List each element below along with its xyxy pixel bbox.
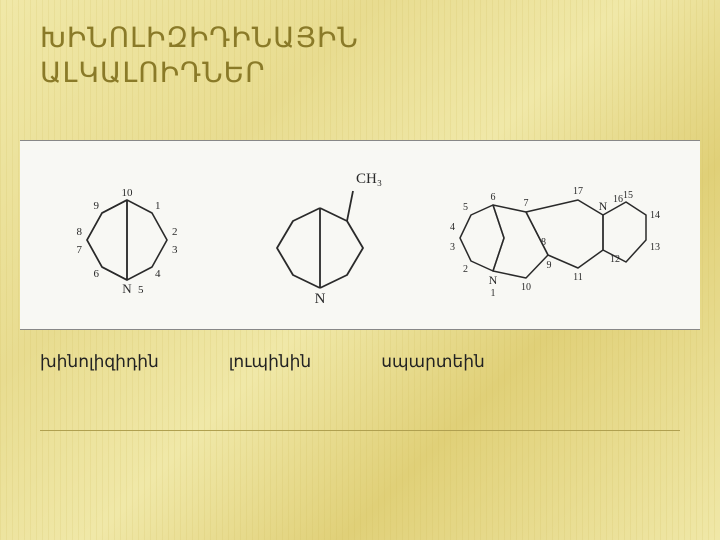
svg-text:1: 1 (155, 200, 161, 212)
compound-labels-row: խինոլիզիդին լուպինին սպարտեին (40, 352, 485, 372)
nitrogen-label: N (122, 281, 132, 296)
svg-text:6: 6 (491, 192, 496, 203)
lupinine-structure: CH₃ N (235, 153, 405, 318)
compound-label-1: խինոլիզիդին (40, 352, 159, 372)
svg-text:10: 10 (521, 282, 531, 293)
svg-text:N: N (489, 273, 498, 287)
svg-text:15: 15 (623, 190, 633, 201)
nitrogen-label: N (315, 291, 326, 307)
title-line-2: ԱԼԿԱԼՈԻԴՆԵՐ (40, 57, 266, 88)
slide-title: ԽԻՆՈԼԻԶԻԴԻՆԱՅԻՆ ԱԼԿԱԼՈԻԴՆԵՐ (40, 20, 359, 90)
svg-text:13: 13 (650, 242, 660, 253)
title-line-1: ԽԻՆՈԼԻԶԻԴԻՆԱՅԻՆ (40, 22, 359, 53)
svg-text:9: 9 (547, 260, 552, 271)
svg-text:10: 10 (121, 187, 133, 199)
svg-text:9: 9 (93, 200, 99, 212)
svg-text:2: 2 (463, 264, 468, 275)
svg-text:7: 7 (76, 244, 82, 256)
svg-text:3: 3 (172, 244, 178, 256)
svg-text:6: 6 (93, 268, 99, 280)
substituent-label: CH₃ (356, 171, 382, 187)
compound-label-2: լուպինին (229, 352, 311, 372)
svg-text:5: 5 (138, 284, 144, 296)
svg-text:2: 2 (172, 226, 178, 238)
sparteine-structure: N N 1 2 3 4 5 6 7 8 9 10 11 12 13 14 15 … (438, 160, 668, 310)
svg-text:N: N (599, 199, 608, 213)
svg-text:1: 1 (491, 288, 496, 299)
svg-text:4: 4 (450, 222, 455, 233)
svg-text:4: 4 (155, 268, 161, 280)
svg-text:12: 12 (610, 254, 620, 265)
svg-text:11: 11 (573, 272, 583, 283)
svg-text:14: 14 (650, 210, 660, 221)
compound-label-3: սպարտեին (381, 352, 485, 372)
structures-panel: N 10 1 2 3 4 5 6 7 8 9 CH₃ N (20, 140, 700, 330)
svg-text:8: 8 (541, 237, 546, 248)
quinolizidine-structure: N 10 1 2 3 4 5 6 7 8 9 (52, 165, 202, 305)
svg-text:16: 16 (613, 194, 623, 205)
svg-text:8: 8 (76, 226, 82, 238)
svg-text:7: 7 (524, 198, 529, 209)
svg-text:17: 17 (573, 186, 583, 197)
svg-text:5: 5 (463, 202, 468, 213)
divider-line (40, 430, 680, 431)
svg-text:3: 3 (450, 242, 455, 253)
